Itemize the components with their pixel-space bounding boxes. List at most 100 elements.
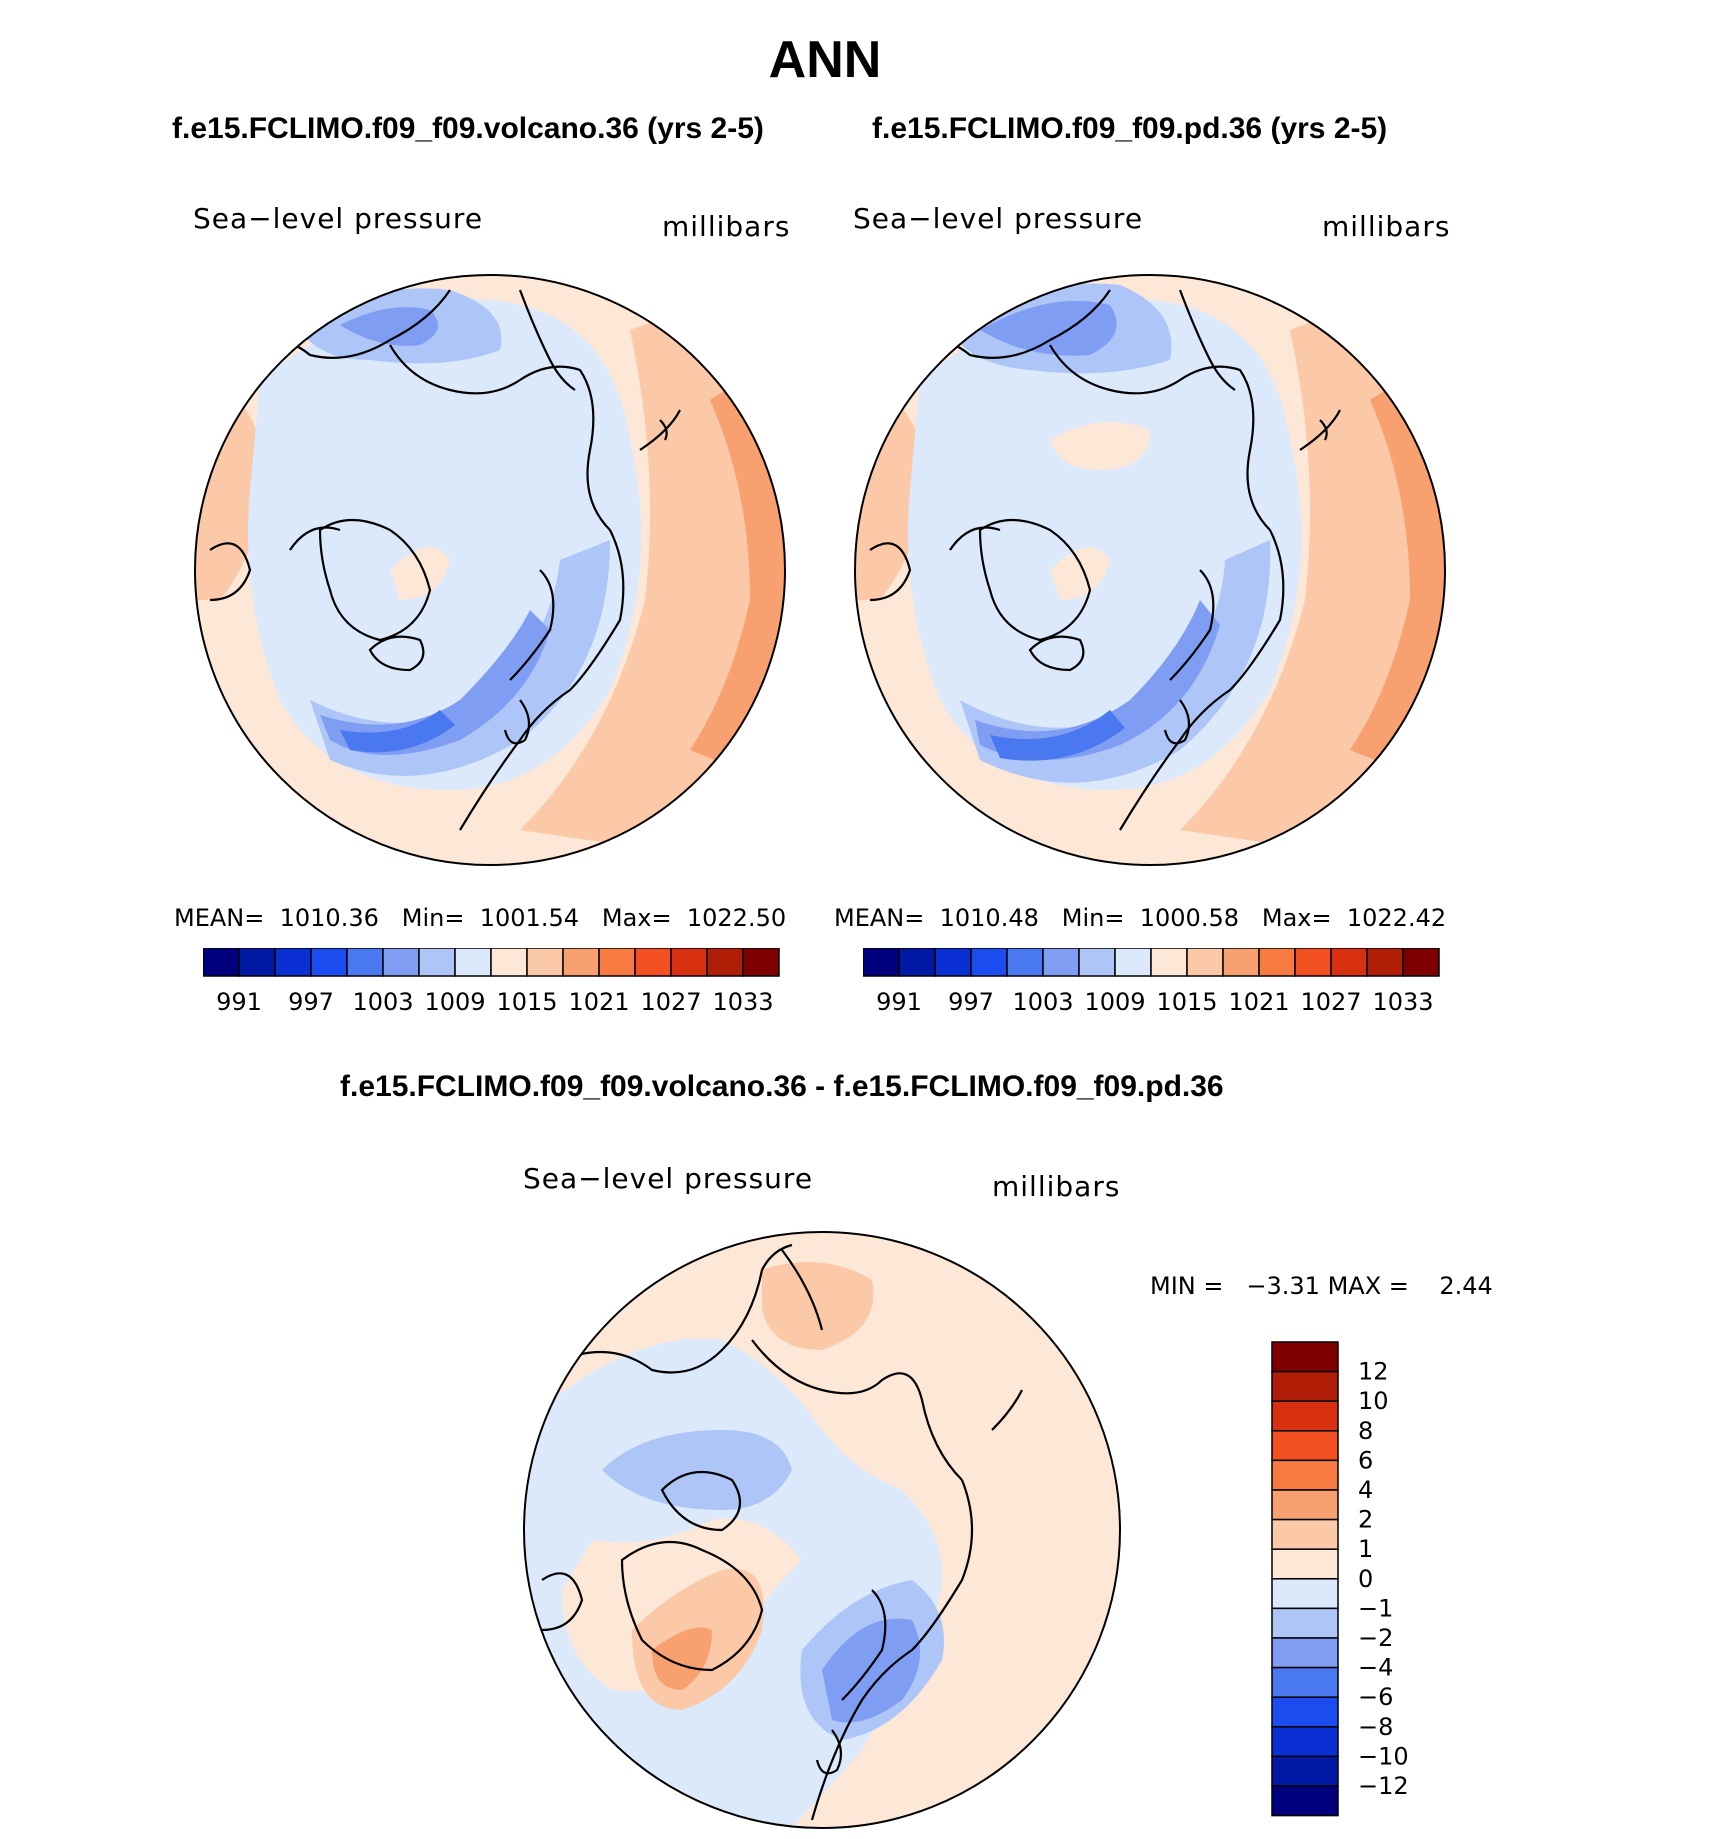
- diff-polar-map: [523, 1231, 1121, 1829]
- panel-1-max-label: Max=: [601, 904, 672, 932]
- panel-1-min: 1001.54: [479, 904, 579, 932]
- map-2-icelandic-low-mid: [975, 600, 1220, 760]
- panel-1-colorbar-swatch: [526, 948, 564, 977]
- map-1-icelandic-low-core: [340, 710, 455, 753]
- diff-colorbar-swatch: [1271, 1459, 1339, 1491]
- diff-colorbar-tick-label: 8: [1358, 1417, 1373, 1445]
- panel-2-min-label: Min=: [1061, 904, 1125, 932]
- panel-1-colorbar-swatch: [203, 948, 240, 977]
- diff-variable: Sea−level pressure: [523, 1162, 814, 1195]
- diff-colorbar-tick-label: 0: [1358, 1565, 1373, 1593]
- panel-2-mean: 1010.48: [939, 904, 1039, 932]
- panel-1-colorbar-tick-label: 1033: [712, 988, 773, 1016]
- diff-min: −3.31: [1246, 1272, 1320, 1300]
- diff-colorbar-swatch: [1271, 1370, 1339, 1402]
- panel-2-colorbar-tick-label: 1027: [1300, 988, 1361, 1016]
- diff-stats: MIN = −3.31 MAX = 2.44: [1150, 1272, 1493, 1300]
- panel-1-min-label: Min=: [401, 904, 465, 932]
- panel-2-colorbar-tick-label: 1033: [1372, 988, 1433, 1016]
- panel-1-units: millibars: [662, 210, 791, 243]
- map-1-aleutian-low-core: [340, 307, 438, 346]
- diff-colorbar-swatch: [1271, 1430, 1339, 1462]
- panel-2-colorbar-tick-label: 1021: [1228, 988, 1289, 1016]
- panel-2-colorbar-tick-label: 1003: [1012, 988, 1073, 1016]
- panel-2-colorbar-swatch: [898, 948, 936, 977]
- panel-1-colorbar-swatch: [562, 948, 600, 977]
- diff-colorbar-swatch: [1271, 1489, 1339, 1521]
- map-1-icelandic-low: [310, 540, 610, 776]
- panel-1-variable: Sea−level pressure: [193, 202, 484, 235]
- panel-2-variable: Sea−level pressure: [853, 202, 1144, 235]
- panel-1-colorbar-swatch: [598, 948, 636, 977]
- diff-colorbar-swatch: [1271, 1726, 1339, 1758]
- panel-1-colorbar-tick-label: 1015: [496, 988, 557, 1016]
- panel-1-colorbar-swatch: [742, 948, 780, 977]
- diff-colorbar-tick-label: −2: [1358, 1624, 1393, 1652]
- panel-1-colorbar-tick-label: 991: [216, 988, 262, 1016]
- panel-2-colorbar-tick-label: 1015: [1156, 988, 1217, 1016]
- panel-1-colorbar-swatch: [274, 948, 312, 977]
- diff-max-label: MAX =: [1327, 1272, 1409, 1300]
- panel-2-max: 1022.42: [1346, 904, 1447, 932]
- panel-1-colorbar-swatch: [706, 948, 744, 977]
- panel-1-stats: MEAN= 1010.36 Min= 1001.54 Max= 1022.50: [174, 904, 786, 932]
- diff-colorbar-swatch: [1271, 1341, 1339, 1373]
- diff-colorbar-tick-label: 6: [1358, 1446, 1373, 1474]
- diff-colorbar-swatch: [1271, 1607, 1339, 1639]
- panel-2-mean-label: MEAN=: [834, 904, 925, 932]
- diff-title: f.e15.FCLIMO.f09_f09.volcano.36 - f.e15.…: [340, 1070, 1224, 1103]
- panel-1-max: 1022.50: [686, 904, 787, 932]
- panel-1-mean-label: MEAN=: [174, 904, 265, 932]
- diff-colorbar-swatch: [1271, 1666, 1339, 1698]
- diff-colorbar-tick-label: 1: [1358, 1535, 1373, 1563]
- diff-map-arctic-negative: [602, 1430, 792, 1510]
- panel-1-colorbar-tick-label: 1027: [640, 988, 701, 1016]
- panel-2-colorbar-tick-label: 1009: [1084, 988, 1145, 1016]
- diff-colorbar-tick-label: −12: [1358, 1772, 1409, 1800]
- diff-colorbar-tick-label: 10: [1358, 1387, 1389, 1415]
- diff-colorbar-swatch: [1271, 1637, 1339, 1669]
- panel-2-units: millibars: [1322, 210, 1451, 243]
- map-1-border: [194, 274, 786, 866]
- diff-colorbar-swatch: [1271, 1578, 1339, 1610]
- diff-colorbar-swatch: [1271, 1785, 1339, 1817]
- diff-colorbar-swatch: [1271, 1518, 1339, 1550]
- panel-1-colorbar-swatch: [310, 948, 348, 977]
- map-1-greenland-high: [390, 547, 450, 600]
- panel-1-colorbar-swatch: [454, 948, 492, 977]
- diff-map-coastlines: [541, 1243, 1023, 1821]
- panel-1-polar-map: [194, 274, 786, 866]
- diff-colorbar-tick-label: 2: [1358, 1506, 1373, 1534]
- panel-2-colorbar-swatch: [1258, 948, 1296, 977]
- panel-2-colorbar-swatch: [1402, 948, 1440, 977]
- diff-map-border: [523, 1231, 1121, 1829]
- panel-1-colorbar-tick-label: 1009: [424, 988, 485, 1016]
- panel-2-min: 1000.58: [1139, 904, 1239, 932]
- panel-2-colorbar: 991 997 1003 1009 1015 1021 1027 1033: [863, 948, 1440, 1016]
- panel-2-stats: MEAN= 1010.48 Min= 1000.58 Max= 1022.42: [834, 904, 1446, 932]
- panel-1-colorbar-swatch: [238, 948, 276, 977]
- panel-2-colorbar-swatch: [1330, 948, 1368, 977]
- panel-2-colorbar-swatch: [1042, 948, 1080, 977]
- map-2-icelandic-low-core: [990, 710, 1125, 761]
- diff-colorbar-tick-label: −4: [1358, 1654, 1393, 1682]
- panel-1-colorbar-swatch: [490, 948, 528, 977]
- panel-2-colorbar-swatch: [1186, 948, 1224, 977]
- panel-2-colorbar-tick-label: 991: [876, 988, 922, 1016]
- panel-2-title: f.e15.FCLIMO.f09_f09.pd.36 (yrs 2-5): [872, 112, 1388, 145]
- panel-1-title: f.e15.FCLIMO.f09_f09.volcano.36 (yrs 2-5…: [172, 112, 764, 145]
- panel-1-mean: 1010.36: [279, 904, 379, 932]
- diff-max: 2.44: [1439, 1272, 1493, 1300]
- diff-map-greenland-positive-core: [652, 1627, 712, 1690]
- diff-colorbar-tick-label: 12: [1358, 1358, 1389, 1386]
- map-2-arctic-high: [1050, 422, 1150, 470]
- map-2-greenland-high: [1050, 547, 1110, 600]
- panel-2-colorbar-swatch: [1006, 948, 1044, 977]
- diff-colorbar-tick-label: −8: [1358, 1713, 1393, 1741]
- panel-1-colorbar-swatch: [346, 948, 384, 977]
- panel-2-colorbar-swatch: [970, 948, 1008, 977]
- diff-colorbar-tick-label: 4: [1358, 1476, 1373, 1504]
- panel-2-colorbar-swatch: [1366, 948, 1404, 977]
- panel-2-colorbar-tick-label: 997: [948, 988, 994, 1016]
